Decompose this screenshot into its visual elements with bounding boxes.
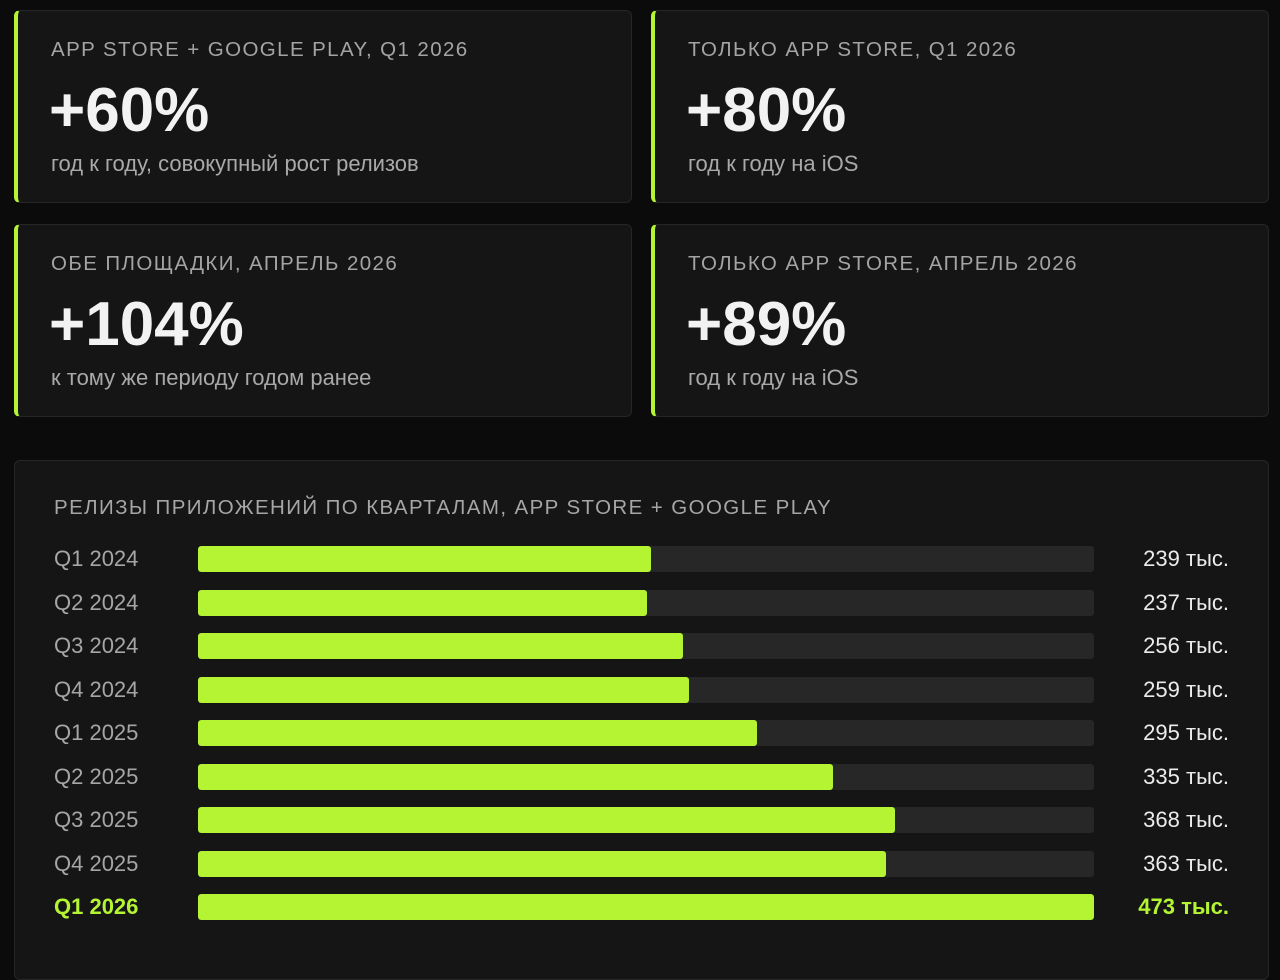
bar-value-label: 335 тыс. bbox=[1143, 764, 1229, 789]
stat-card-description: год к году, совокупный рост релизов bbox=[51, 151, 419, 176]
bar-track bbox=[198, 894, 1094, 920]
bar-track bbox=[198, 807, 1094, 833]
bar-track bbox=[198, 590, 1094, 616]
stat-card-value: +104% bbox=[49, 290, 244, 359]
bar-category-label: Q2 2024 bbox=[54, 590, 139, 615]
stat-card-description: к тому же периоду годом ранее bbox=[51, 365, 372, 390]
stat-card-description: год к году на iOS bbox=[688, 365, 859, 390]
bar-track bbox=[198, 633, 1094, 659]
bar bbox=[198, 546, 651, 572]
bar bbox=[198, 720, 757, 746]
bar-track bbox=[198, 546, 1094, 572]
stat-card-q1-appstore: ТОЛЬКО APP STORE, Q1 2026 +80% год к год… bbox=[651, 10, 1269, 203]
chart-title: РЕЛИЗЫ ПРИЛОЖЕНИЙ ПО КВАРТАЛАМ, APP STOR… bbox=[54, 496, 833, 519]
bar-value-label: 295 тыс. bbox=[1143, 720, 1229, 745]
stat-card-q1-combined: APP STORE + GOOGLE PLAY, Q1 2026 +60% го… bbox=[14, 10, 632, 203]
bar-track bbox=[198, 851, 1094, 877]
bar bbox=[198, 894, 1094, 920]
bar-value-label: 368 тыс. bbox=[1143, 807, 1229, 832]
stat-card-description: год к году на iOS bbox=[688, 151, 859, 176]
bar-category-label: Q3 2024 bbox=[54, 633, 139, 658]
bar bbox=[198, 764, 833, 790]
bar-value-label: 237 тыс. bbox=[1143, 590, 1229, 615]
bar-value-label: 473 тыс. bbox=[1138, 894, 1229, 919]
bar-category-label: Q1 2026 bbox=[54, 894, 139, 919]
stat-card-value: +60% bbox=[49, 76, 210, 145]
bar-track bbox=[198, 764, 1094, 790]
bar bbox=[198, 851, 886, 877]
stat-card-label: ОБЕ ПЛОЩАДКИ, АПРЕЛЬ 2026 bbox=[51, 252, 399, 275]
bar-category-label: Q2 2025 bbox=[54, 764, 139, 789]
bar-category-label: Q1 2024 bbox=[54, 546, 139, 571]
bar-track bbox=[198, 720, 1094, 746]
bar-category-label: Q4 2025 bbox=[54, 851, 139, 876]
bar-value-label: 256 тыс. bbox=[1143, 633, 1229, 658]
bar-value-label: 363 тыс. bbox=[1143, 851, 1229, 876]
bar-value-label: 259 тыс. bbox=[1143, 677, 1229, 702]
stat-card-label: APP STORE + GOOGLE PLAY, Q1 2026 bbox=[51, 38, 469, 61]
bar-value-label: 239 тыс. bbox=[1143, 546, 1229, 571]
bar bbox=[198, 590, 647, 616]
stat-card-april-combined: ОБЕ ПЛОЩАДКИ, АПРЕЛЬ 2026 +104% к тому ж… bbox=[14, 224, 632, 417]
bar-category-label: Q1 2025 bbox=[54, 720, 139, 745]
stat-card-label: ТОЛЬКО APP STORE, Q1 2026 bbox=[688, 38, 1018, 61]
bar-category-label: Q4 2024 bbox=[54, 677, 139, 702]
stat-card-value: +89% bbox=[686, 290, 847, 359]
stat-card-april-appstore: ТОЛЬКО APP STORE, АПРЕЛЬ 2026 +89% год к… bbox=[651, 224, 1269, 417]
stat-card-value: +80% bbox=[686, 76, 847, 145]
bar-category-label: Q3 2025 bbox=[54, 807, 139, 832]
bar bbox=[198, 633, 683, 659]
bar-track bbox=[198, 677, 1094, 703]
bar bbox=[198, 677, 689, 703]
bar bbox=[198, 807, 896, 833]
stat-card-label: ТОЛЬКО APP STORE, АПРЕЛЬ 2026 bbox=[688, 252, 1078, 275]
